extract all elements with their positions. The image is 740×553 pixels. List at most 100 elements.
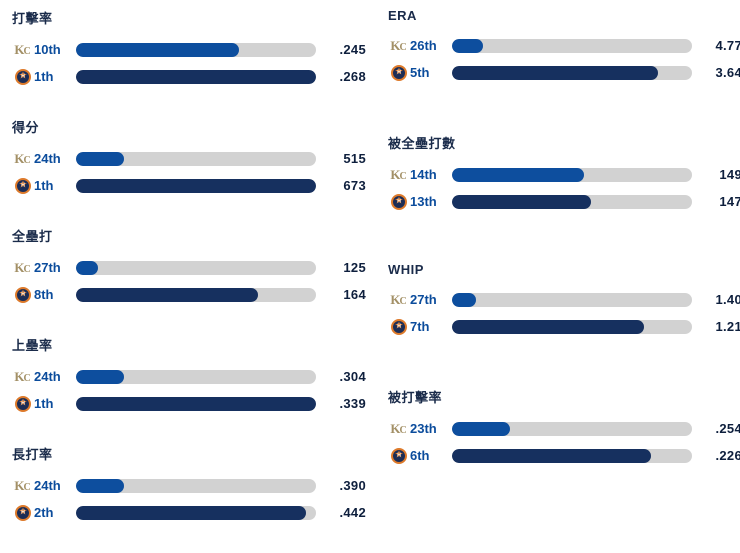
rank-label: 1th (34, 69, 54, 84)
astros-logo-icon: ★ H (12, 177, 34, 194)
stat-bar-fill-kc (76, 151, 124, 166)
stat-section-right-0: ERA K C 26th 4.77 ★ H 5th 3.64 (388, 8, 740, 86)
rank-label: 8th (34, 287, 54, 302)
stat-section-right-2: WHIP K C 27th 1.40 ★ H 7th 1.21 (388, 262, 740, 340)
stat-bar-track (76, 505, 316, 520)
rank-label: 27th (410, 292, 437, 307)
rank-label: 7th (410, 319, 430, 334)
stat-bar-fill-hou (76, 69, 316, 84)
stat-value: .304 (339, 369, 366, 384)
astros-logo-icon: ★ H (388, 318, 410, 335)
astros-star-icon: ★ (18, 397, 28, 409)
astros-circle: ★ H (15, 504, 31, 521)
rank-label: 10th (34, 42, 61, 57)
astros-h-letter: H (397, 452, 401, 458)
stat-row-hou: ★ H 2th .442 (12, 499, 370, 526)
stat-bar-track (452, 319, 692, 334)
royals-letter-k: K (390, 421, 401, 436)
royals-letter-k: K (14, 151, 25, 166)
stat-section-title: 長打率 (12, 447, 53, 462)
royals-letter-c: C (23, 481, 31, 493)
stat-row-kc: K C 24th .390 (12, 472, 370, 499)
stat-value: .245 (339, 42, 366, 57)
rank-label: 14th (410, 167, 437, 182)
astros-logo-icon: ★ H (12, 286, 34, 303)
stat-row-kc: K C 26th 4.77 (388, 32, 740, 59)
stat-value: 3.64 (715, 65, 740, 80)
stat-section-left-4: 長打率 K C 24th .390 ★ H 2th .442 (12, 444, 370, 526)
stat-section-title: 全壘打 (12, 229, 53, 244)
astros-h-letter: H (21, 291, 25, 297)
stat-value: 1.40 (715, 292, 740, 307)
stat-section-title: ERA (388, 8, 417, 23)
stat-bar-fill-kc (452, 421, 510, 436)
stat-row-kc: K C 24th .304 (12, 363, 370, 390)
astros-h-letter: H (21, 509, 25, 515)
stat-bar-track (76, 151, 316, 166)
stat-row-hou: ★ H 6th .226 (388, 442, 740, 469)
stat-bar-fill-hou (452, 65, 659, 80)
stat-bar-track (76, 260, 316, 275)
stat-section-left-3: 上壘率 K C 24th .304 ★ H 1th .339 (12, 335, 370, 417)
stat-bar-track (76, 178, 316, 193)
stat-section-left-2: 全壘打 K C 27th 125 ★ H 8th 164 (12, 226, 370, 308)
royals-letter-k: K (390, 38, 401, 53)
stat-section-left-1: 得分 K C 24th 515 ★ H 1th 673 (12, 117, 370, 199)
stat-bar-fill-hou (76, 505, 307, 520)
royals-letter-k: K (390, 167, 401, 182)
astros-circle: ★ H (15, 395, 31, 412)
astros-circle: ★ H (391, 64, 407, 81)
stat-bar-track (452, 292, 692, 307)
stat-bar-fill-hou (452, 319, 644, 334)
stat-value: .442 (339, 505, 366, 520)
stat-bar-fill-kc (76, 42, 240, 57)
royals-letter-c: C (399, 424, 407, 436)
rank-label: 13th (410, 194, 437, 209)
astros-logo-icon: ★ H (388, 193, 410, 210)
astros-h-letter: H (21, 182, 25, 188)
stat-section-title: 被全壘打數 (388, 136, 456, 151)
stat-value: .268 (339, 69, 366, 84)
rank-label: 26th (410, 38, 437, 53)
astros-circle: ★ H (391, 193, 407, 210)
stat-row-hou: ★ H 5th 3.64 (388, 59, 740, 86)
royals-letter-c: C (23, 45, 31, 57)
stat-section-right-1: 被全壘打數 K C 14th 149 ★ H 13th 147 (388, 133, 740, 215)
stat-row-kc: K C 27th 1.40 (388, 286, 740, 313)
stat-bar-track (452, 421, 692, 436)
astros-circle: ★ H (391, 447, 407, 464)
rank-label: 27th (34, 260, 61, 275)
astros-circle: ★ H (15, 68, 31, 85)
stat-bar-track (76, 369, 316, 384)
stat-section-left-0: 打擊率 K C 10th .245 ★ H 1th .268 (12, 8, 370, 90)
astros-star-icon: ★ (394, 66, 404, 78)
stat-bar-fill-kc (452, 167, 584, 182)
stat-row-hou: ★ H 1th 673 (12, 172, 370, 199)
astros-logo-icon: ★ H (12, 504, 34, 521)
stat-value: 125 (343, 260, 366, 275)
stat-value: 673 (343, 178, 366, 193)
rank-label: 1th (34, 178, 54, 193)
royals-letter-c: C (23, 372, 31, 384)
astros-h-letter: H (397, 69, 401, 75)
astros-h-letter: H (397, 323, 401, 329)
rank-label: 5th (410, 65, 430, 80)
astros-star-icon: ★ (394, 449, 404, 461)
stat-bar-track (76, 478, 316, 493)
astros-star-icon: ★ (394, 195, 404, 207)
royals-letter-c: C (23, 263, 31, 275)
astros-logo-icon: ★ H (12, 68, 34, 85)
rank-label: 6th (410, 448, 430, 463)
stat-section-right-3: 被打擊率 K C 23th .254 ★ H 6th .226 (388, 387, 740, 469)
astros-circle: ★ H (15, 286, 31, 303)
royals-letter-k: K (390, 292, 401, 307)
stat-bar-fill-hou (452, 448, 652, 463)
astros-h-letter: H (21, 400, 25, 406)
royals-letter-k: K (14, 260, 25, 275)
